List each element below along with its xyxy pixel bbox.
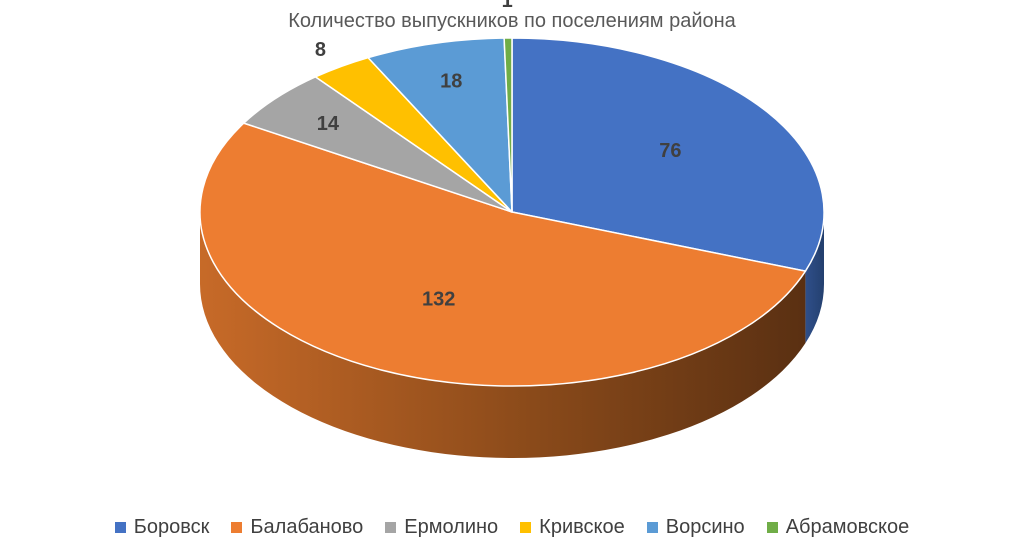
legend-swatch <box>520 522 532 533</box>
legend-label: Ермолино <box>404 516 499 538</box>
chart-title: Количество выпускников по поселениям рай… <box>288 10 736 32</box>
data-label-Абрамовское: 1 <box>502 0 513 12</box>
legend-label: Ворсино <box>665 516 745 538</box>
legend-swatch <box>231 522 243 533</box>
data-label-Кривское: 8 <box>315 39 326 61</box>
legend-swatch <box>114 522 126 533</box>
legend-item-Кривское: Кривское <box>520 516 625 539</box>
legend-swatch <box>766 522 778 533</box>
legend-swatch <box>385 522 397 533</box>
data-labels: 76 132 14 8 18 1 <box>315 0 682 311</box>
legend-item-Балабаново: Балабаново <box>231 516 363 539</box>
pie-slices <box>199 37 825 387</box>
slice-Боровск <box>511 37 825 272</box>
slice-side-Балабаново <box>200 212 806 459</box>
data-label-Ворсино: 18 <box>440 71 462 93</box>
legend-item-Боровск: Боровск <box>114 516 210 539</box>
slice-Ворсино <box>367 37 513 213</box>
legend-label: Абрамовское <box>785 516 910 538</box>
legend-item-Абрамовское: Абрамовское <box>766 516 910 539</box>
legend-label: Боровск <box>133 516 210 538</box>
legend-swatch <box>646 522 658 533</box>
pie-chart: 76 132 14 8 18 1 <box>199 0 825 459</box>
legend-label: Кривское <box>539 516 625 538</box>
legend-label: Балабаново <box>250 516 364 538</box>
legend: Боровск Балабаново Ермолино Кривское Ворсино… <box>0 516 1024 539</box>
slice-Абрамовское <box>503 37 513 213</box>
slice-Балабаново <box>199 122 807 387</box>
data-label-Боровск: 76 <box>659 140 681 162</box>
data-label-Ермолино: 14 <box>317 113 340 135</box>
data-label-Балабаново: 132 <box>422 289 455 311</box>
legend-item-Ермолино: Ермолино <box>385 516 498 539</box>
legend-item-Ворсино: Ворсино <box>646 516 745 539</box>
